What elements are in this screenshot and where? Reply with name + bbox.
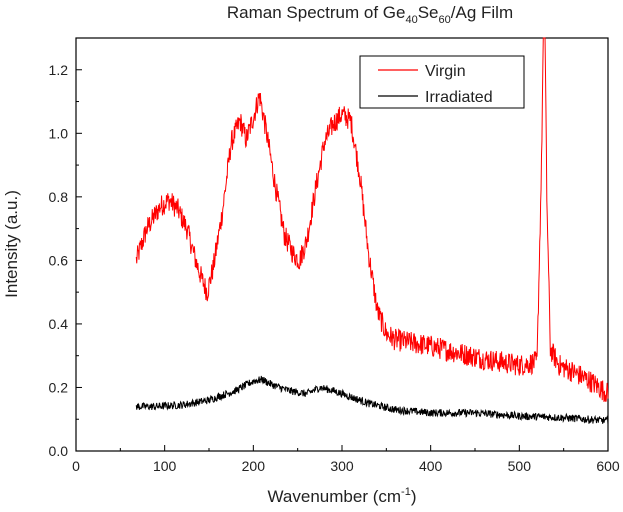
chart-title-part-2: Se (418, 3, 439, 22)
x-tick-label: 400 (419, 458, 443, 474)
y-axis-label: Intensity (a.u.) (2, 190, 21, 298)
x-axis-ticks: 0 100 200 300 400 500 600 (72, 445, 620, 474)
chart-title: Raman Spectrum of Ge40Se60/Ag Film (227, 3, 513, 26)
legend-box (359, 55, 525, 109)
x-tick-label: 600 (596, 458, 620, 474)
y-tick-label: 0.4 (49, 316, 69, 332)
x-axis-label-part-1: Wavenumber (cm (268, 487, 402, 506)
legend-label-virgin: Virgin (425, 63, 466, 80)
x-axis-label: Wavenumber (cm-1) (268, 486, 417, 506)
chart-title-sub-60: 60 (439, 14, 451, 26)
y-tick-label: 0.0 (49, 443, 69, 459)
legend: Virgin Irradiated (359, 55, 525, 109)
x-tick-label: 0 (72, 458, 80, 474)
y-tick-label: 0.6 (49, 252, 69, 268)
y-tick-label: 0.8 (49, 189, 69, 205)
chart-title-part-1: Raman Spectrum of Ge (227, 3, 406, 22)
x-tick-label: 500 (508, 458, 532, 474)
y-tick-label: 1.2 (49, 62, 69, 78)
series-line-irradiated (135, 375, 609, 425)
plot-frame (75, 37, 609, 452)
x-tick-label: 100 (153, 458, 177, 474)
x-axis-label-sup: -1 (401, 486, 411, 498)
legend-label-irradiated: Irradiated (425, 89, 493, 106)
chart-title-part-3: /Ag Film (451, 3, 513, 22)
chart-title-sub-40: 40 (405, 14, 417, 26)
x-tick-label: 300 (330, 458, 354, 474)
x-tick-label: 200 (242, 458, 266, 474)
series-line-virgin (135, 37, 609, 403)
y-tick-label: 0.2 (49, 379, 69, 395)
y-tick-label: 1.0 (49, 125, 69, 141)
x-axis-label-part-2: ) (411, 487, 417, 506)
y-axis-ticks: 0.0 0.2 0.4 0.6 0.8 1.0 1.2 (49, 62, 82, 459)
